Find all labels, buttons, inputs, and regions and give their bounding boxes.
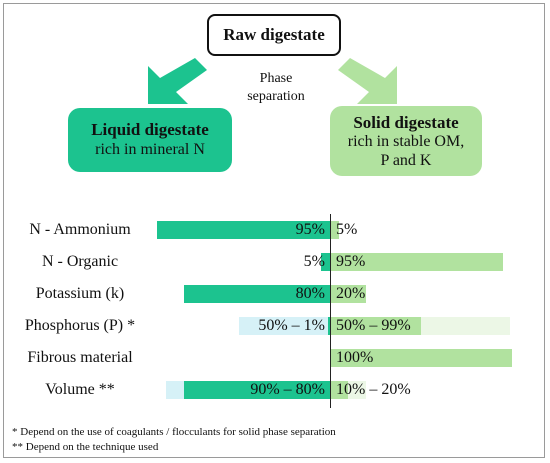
solid-bar-phosphorus-p — [330, 317, 421, 335]
solid-line-1: rich in stable OM, — [347, 132, 465, 150]
liquid-value-label-n-organic: 5% — [303, 253, 325, 270]
footnote-technique: ** Depend on the technique used — [12, 441, 159, 453]
liquid-subtitle: rich in mineral N — [95, 141, 205, 158]
solid-bar-n-ammonium — [330, 221, 340, 239]
solid-line-2: P and K — [380, 151, 432, 169]
liquid-value-label-potassium-k: 80% — [295, 285, 325, 302]
footnote-coagulants: * Depend on the use of coagulants / floc… — [12, 426, 336, 438]
liquid-range-bar-phosphorus-p — [239, 317, 330, 335]
row-label-n-ammonium: N - Ammonium — [29, 221, 131, 238]
liquid-bar-n-organic — [320, 253, 330, 271]
row-label-n-organic: N - Organic — [41, 253, 119, 270]
solid-value-label-volume: 10% – 20% — [336, 381, 411, 398]
figure-frame — [3, 3, 545, 458]
liquid-bar-potassium-k — [184, 285, 330, 303]
solid-value-label-potassium-k: 20% — [336, 285, 366, 302]
liquid-bar-volume — [184, 381, 330, 399]
liquid-value-label-n-ammonium: 95% — [295, 221, 325, 238]
phase-line-2: separation — [247, 89, 305, 104]
phase-line-1: Phase — [259, 71, 293, 86]
arrow-to-liquid-icon — [148, 58, 207, 104]
liquid-digestate-box: Liquid digestate rich in mineral N — [68, 108, 232, 172]
solid-bar-volume — [330, 381, 349, 399]
liquid-title: Liquid digestate — [91, 120, 209, 139]
solid-title: Solid digestate — [353, 112, 459, 132]
solid-value-label-n-ammonium: 5% — [336, 221, 358, 238]
row-label-phosphorus-p: Phosphorus (P) * — [24, 317, 136, 334]
solid-bar-n-organic — [330, 253, 503, 271]
row-label-fibrous-material: Fibrous material — [27, 349, 133, 366]
liquid-bar-n-ammonium — [157, 221, 330, 239]
arrows-layer — [148, 58, 397, 104]
solid-value-label-fibrous-material: 100% — [336, 349, 374, 366]
arrow-to-solid-icon — [338, 58, 397, 104]
liquid-value-label-phosphorus-p: 50% – 1% — [258, 317, 325, 334]
solid-value-label-phosphorus-p: 50% – 99% — [336, 317, 411, 334]
solid-digestate-box: Solid digestate rich in stable OM, P and… — [330, 106, 482, 176]
liquid-bar-phosphorus-p — [328, 317, 330, 335]
raw-digestate-box: Raw digestate — [207, 14, 341, 56]
row-label-volume: Volume ** — [45, 381, 115, 398]
solid-value-label-n-organic: 95% — [336, 253, 366, 270]
phase-separation-label: Phase separation — [226, 70, 326, 106]
solid-bar-fibrous-material — [330, 349, 512, 367]
row-label-potassium-k: Potassium (k) — [35, 285, 125, 302]
center-axis — [330, 214, 331, 408]
solid-bar-potassium-k — [330, 285, 367, 303]
liquid-value-label-volume: 90% – 80% — [250, 381, 325, 398]
